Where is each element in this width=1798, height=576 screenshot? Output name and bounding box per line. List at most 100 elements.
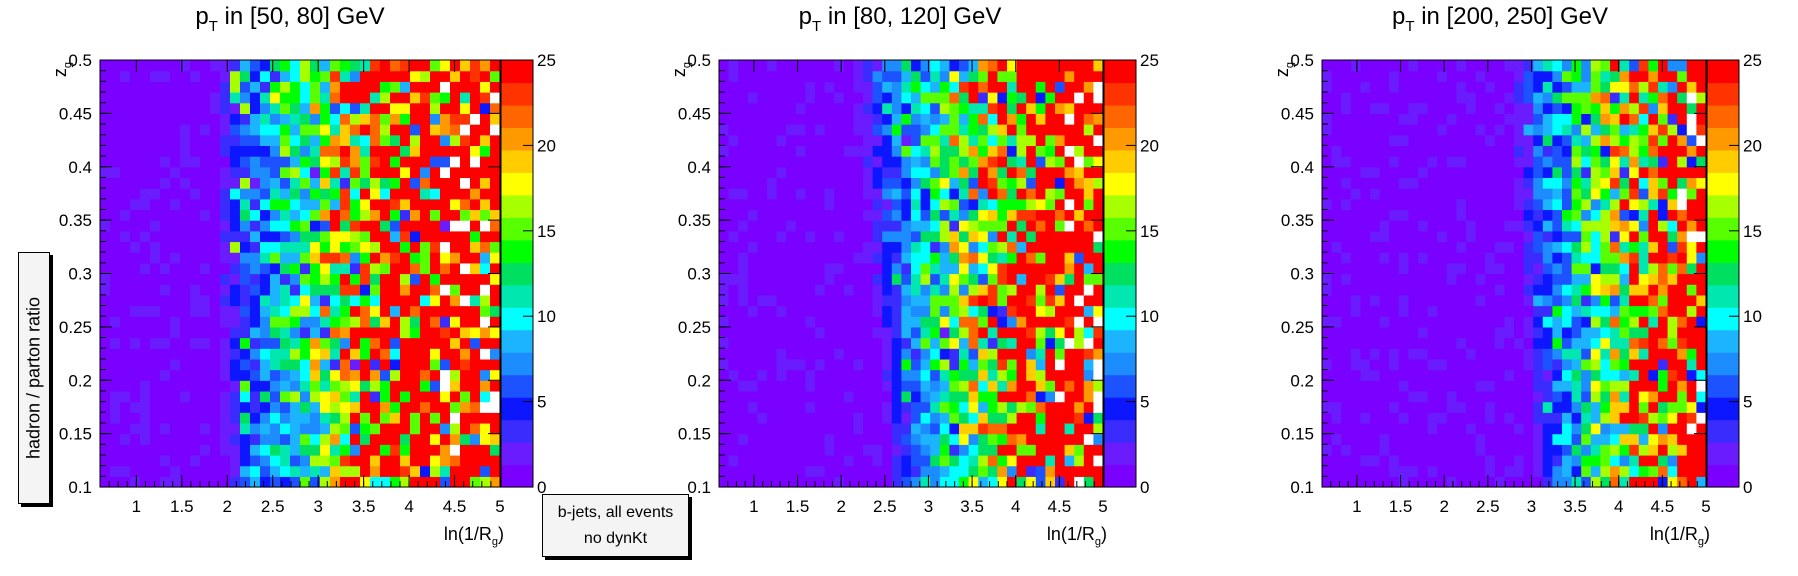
heatmap-cell (1533, 166, 1544, 179)
heatmap-cell (786, 326, 797, 339)
heatmap-cell (450, 476, 461, 488)
heatmap-cell (891, 220, 902, 232)
heatmap-cell (220, 401, 231, 413)
heatmap-cell (1552, 433, 1563, 445)
heatmap-cell (340, 241, 351, 253)
x-tick-label: 4 (404, 497, 413, 516)
heatmap-cell (1322, 284, 1333, 296)
heatmap-cell (805, 348, 816, 360)
heatmap-cell (1389, 390, 1400, 403)
heatmap-cell (1581, 401, 1592, 413)
heatmap-cell (440, 230, 451, 243)
heatmap-cell (987, 454, 998, 467)
heatmap-cell (872, 177, 883, 189)
heatmap-cell (978, 102, 989, 114)
heatmap-cell (1093, 412, 1104, 424)
heatmap-cell (978, 241, 989, 253)
heatmap-cell (410, 316, 421, 328)
heatmap-cell (959, 252, 970, 264)
heatmap-cell (380, 305, 391, 317)
heatmap-cell (250, 369, 261, 381)
heatmap-cell (100, 188, 111, 200)
heatmap-cell (1064, 70, 1075, 82)
heatmap-cell (795, 454, 806, 467)
heatmap-cell (1418, 241, 1429, 253)
heatmap-cell (1600, 454, 1611, 467)
heatmap-cell (1610, 124, 1621, 136)
heatmap-cell (330, 273, 341, 285)
heatmap-cell (824, 102, 835, 114)
heatmap-cell (1600, 60, 1611, 72)
heatmap-cell (450, 326, 461, 339)
heatmap-cell (949, 198, 960, 211)
heatmap-cell (1619, 433, 1630, 445)
heatmap-cell (1331, 444, 1342, 456)
heatmap-cell (1475, 209, 1486, 221)
heatmap-cell (1485, 177, 1496, 189)
heatmap-cell (930, 70, 941, 82)
heatmap-cell (776, 294, 787, 307)
heatmap-cell (470, 358, 481, 371)
heatmap-cell (280, 305, 291, 317)
heatmap-cell (1035, 241, 1046, 253)
heatmap-cell (959, 70, 970, 82)
heatmap-cell (1398, 380, 1409, 392)
heatmap-cell (1331, 209, 1342, 221)
heatmap-cell (200, 465, 211, 477)
heatmap-cell (949, 433, 960, 445)
heatmap-cell (250, 284, 261, 296)
heatmap-cell (1610, 252, 1621, 264)
heatmap-cell (270, 113, 281, 125)
heatmap-cell (1638, 294, 1649, 307)
heatmap-cell (901, 81, 912, 93)
heatmap-cell (1542, 465, 1553, 477)
heatmap-cell (747, 92, 758, 104)
heatmap-cell (1658, 422, 1669, 435)
heatmap-cell (805, 92, 816, 104)
heatmap-cell (1389, 166, 1400, 179)
heatmap-cell (1466, 444, 1477, 456)
heatmap-cell (1331, 305, 1342, 317)
heatmap-cell (968, 326, 979, 339)
heatmap-cell (340, 60, 351, 72)
heatmap-cell (210, 422, 221, 435)
heatmap-cell (440, 380, 451, 392)
heatmap-cell (1542, 145, 1553, 157)
heatmap-cell (1418, 476, 1429, 488)
heatmap-cell (843, 177, 854, 189)
heatmap-cell (843, 358, 854, 371)
heatmap-cell (920, 326, 931, 339)
heatmap-cell (210, 369, 221, 381)
heatmap-cell (1418, 412, 1429, 424)
heatmap-cell (901, 252, 912, 264)
heatmap-cell (430, 145, 441, 157)
heatmap-cell (100, 60, 111, 72)
heatmap-cell (978, 444, 989, 456)
heatmap-cell (1638, 124, 1649, 136)
heatmap-cell (440, 348, 451, 360)
heatmap-cell (1064, 358, 1075, 371)
heatmap-cell (350, 433, 361, 445)
heatmap-cell (1571, 337, 1582, 349)
heatmap-cell (490, 220, 501, 232)
heatmap-cell (390, 326, 401, 339)
heatmap-cell (843, 380, 854, 392)
heatmap-cell (1427, 145, 1438, 157)
heatmap-cell (390, 284, 401, 296)
heatmap-cell (380, 284, 391, 296)
heatmap-cell (1360, 81, 1371, 93)
heatmap-cell (1485, 92, 1496, 104)
heatmap-cell (757, 412, 768, 424)
heatmap-cell (1600, 358, 1611, 371)
heatmap-cell (270, 422, 281, 435)
heatmap-cell (776, 70, 787, 82)
heatmap-cell (1638, 209, 1649, 221)
heatmap-cell (1074, 81, 1085, 93)
heatmap-cell (1542, 444, 1553, 456)
heatmap-cell (1456, 145, 1467, 157)
heatmap-cell (939, 145, 950, 157)
heatmap-cell (370, 102, 381, 114)
heatmap-cell (1514, 369, 1525, 381)
heatmap-cell (1466, 433, 1477, 445)
heatmap-cell (130, 412, 141, 424)
